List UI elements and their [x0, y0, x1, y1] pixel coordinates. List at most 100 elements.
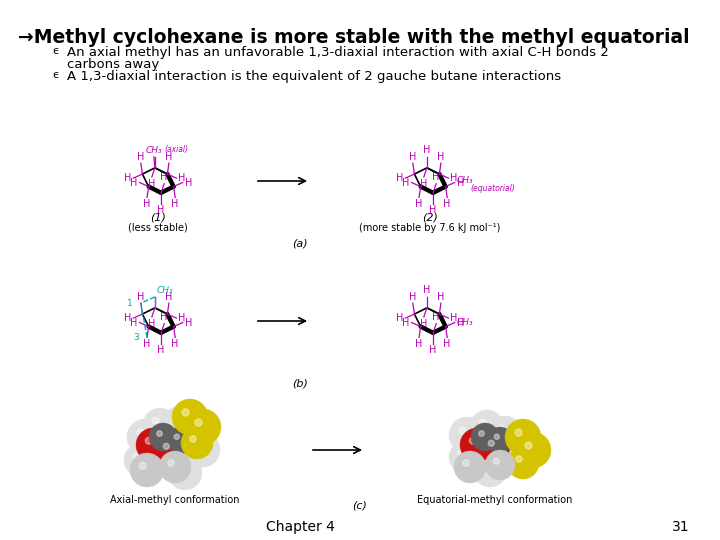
Text: H: H: [429, 345, 437, 355]
Text: H: H: [402, 318, 410, 327]
Text: H: H: [165, 152, 173, 161]
Circle shape: [485, 450, 515, 480]
Text: (2): (2): [422, 213, 438, 223]
Text: H: H: [179, 313, 186, 323]
Text: (c): (c): [353, 500, 367, 510]
Circle shape: [493, 458, 499, 464]
Text: H: H: [185, 318, 192, 327]
Text: 3: 3: [133, 333, 139, 342]
Text: ϵ: ϵ: [52, 46, 59, 56]
Text: H: H: [137, 292, 145, 302]
Circle shape: [145, 437, 152, 444]
Circle shape: [473, 453, 507, 487]
Circle shape: [177, 465, 184, 472]
Text: H: H: [179, 173, 186, 183]
Text: (1): (1): [150, 213, 166, 223]
Circle shape: [454, 451, 486, 483]
Circle shape: [153, 417, 159, 424]
Text: H: H: [451, 173, 458, 183]
Text: H: H: [124, 313, 131, 323]
Text: H: H: [420, 319, 428, 329]
Text: H: H: [433, 172, 440, 181]
Circle shape: [515, 429, 522, 436]
Circle shape: [143, 408, 177, 442]
Text: carbons away: carbons away: [67, 58, 159, 71]
Circle shape: [167, 427, 193, 453]
Text: H: H: [423, 145, 431, 156]
Circle shape: [136, 428, 170, 462]
Circle shape: [470, 410, 504, 444]
Circle shape: [480, 432, 510, 462]
Circle shape: [195, 442, 202, 449]
Circle shape: [458, 450, 464, 456]
Text: Chapter 4: Chapter 4: [266, 520, 334, 534]
Text: CH₃: CH₃: [157, 286, 174, 295]
Circle shape: [186, 433, 220, 467]
Text: H: H: [130, 178, 138, 187]
Text: H: H: [420, 179, 428, 189]
Circle shape: [130, 453, 164, 487]
Text: (b): (b): [292, 378, 308, 388]
Circle shape: [505, 442, 512, 449]
Text: H: H: [185, 178, 192, 187]
Circle shape: [182, 409, 189, 416]
Circle shape: [471, 423, 499, 451]
Text: H: H: [171, 199, 179, 209]
Text: →Methyl cyclohexane is more stable with the methyl equatorial: →Methyl cyclohexane is more stable with …: [18, 28, 690, 47]
Text: ϵ: ϵ: [52, 70, 59, 80]
Circle shape: [480, 420, 486, 426]
Circle shape: [157, 431, 162, 436]
Circle shape: [495, 432, 531, 468]
Circle shape: [168, 460, 174, 466]
Text: H: H: [148, 319, 156, 329]
Text: 1: 1: [127, 299, 133, 308]
Circle shape: [507, 447, 539, 479]
Text: H: H: [396, 313, 403, 323]
Circle shape: [132, 453, 139, 459]
Circle shape: [449, 441, 481, 473]
Circle shape: [449, 417, 485, 453]
Text: 31: 31: [672, 520, 690, 534]
Circle shape: [516, 456, 522, 462]
Text: H: H: [423, 285, 431, 295]
Text: A 1,3-diaxial interaction is the equivalent of 2 gauche butane interactions: A 1,3-diaxial interaction is the equival…: [67, 70, 561, 83]
Text: H: H: [451, 313, 458, 323]
Text: H: H: [444, 199, 451, 209]
Circle shape: [163, 443, 169, 449]
Circle shape: [140, 462, 146, 469]
Text: (less stable): (less stable): [128, 223, 188, 233]
Circle shape: [181, 427, 213, 459]
Text: H: H: [161, 172, 168, 181]
Circle shape: [195, 419, 202, 426]
Text: Axial-methyl conformation: Axial-methyl conformation: [110, 495, 240, 505]
Circle shape: [498, 426, 504, 432]
Text: H: H: [137, 152, 145, 161]
Circle shape: [127, 419, 163, 455]
Text: CH₃: CH₃: [145, 146, 162, 155]
Text: (more stable by 7.6 kJ mol⁻¹): (more stable by 7.6 kJ mol⁻¹): [359, 223, 500, 233]
Text: H: H: [158, 345, 165, 355]
Circle shape: [172, 415, 179, 422]
Text: H: H: [143, 199, 150, 209]
Circle shape: [463, 460, 469, 466]
Text: H: H: [444, 339, 451, 349]
Text: (axial): (axial): [165, 145, 189, 154]
Circle shape: [460, 428, 494, 462]
Text: Equatorial-methyl conformation: Equatorial-methyl conformation: [418, 495, 572, 505]
Text: H: H: [161, 312, 168, 322]
Text: H: H: [148, 179, 156, 189]
Circle shape: [168, 456, 202, 490]
Circle shape: [159, 451, 191, 483]
Text: H: H: [171, 339, 179, 349]
Circle shape: [137, 429, 144, 436]
Text: H: H: [433, 312, 440, 322]
Circle shape: [185, 409, 221, 445]
Circle shape: [487, 427, 513, 453]
Circle shape: [190, 436, 196, 442]
Text: H: H: [409, 152, 417, 161]
Circle shape: [525, 442, 532, 449]
Text: H: H: [437, 152, 445, 161]
Text: CH₃: CH₃: [456, 176, 473, 185]
Circle shape: [488, 440, 494, 446]
Circle shape: [515, 432, 551, 468]
